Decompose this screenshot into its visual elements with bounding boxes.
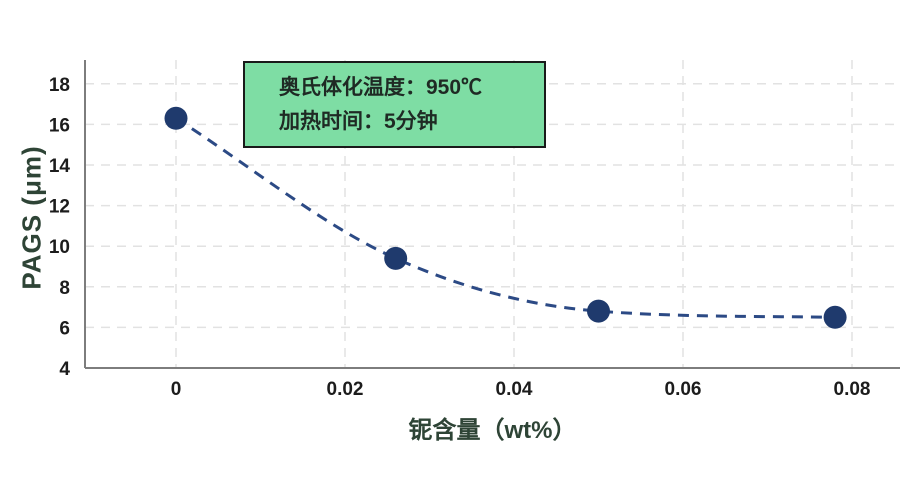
data-point-marker [164,106,188,130]
data-point-marker [384,246,408,270]
annotation-line-heating-time: 加热时间：5分钟 [279,109,438,133]
data-point-marker [587,299,610,323]
y-axis-title: PAGS (μm) [16,145,47,290]
x-tick-label: 0.08 [834,379,871,400]
tick-label-layer: 4 6 8 10 12 14 16 18 0 0.02 0.04 0.06 0.08 [49,75,871,400]
x-tick-label: 0.06 [665,379,702,400]
annotation-line-austenitizing-temp: 奥氏体化温度：950℃ [279,75,483,99]
y-tick-label: 12 [49,197,70,218]
y-tick-label: 6 [59,318,70,339]
series-layer [164,106,847,329]
y-tick-label: 8 [59,278,70,299]
x-tick-label: 0.04 [496,379,533,400]
x-tick-label: 0.02 [327,379,364,400]
axis-layer [84,60,900,369]
y-tick-label: 14 [49,156,71,177]
y-tick-label: 10 [49,237,70,258]
data-point-marker [823,305,847,329]
y-tick-label: 16 [49,115,70,136]
x-tick-label: 0 [171,379,182,400]
y-tick-label: 4 [59,359,70,380]
annotation-box: 奥氏体化温度：950℃ 加热时间：5分钟 [243,61,546,148]
x-axis-title: 铌含量（wt%） [408,417,577,444]
y-tick-label: 18 [49,75,70,96]
trend-dashed-line [175,117,836,319]
